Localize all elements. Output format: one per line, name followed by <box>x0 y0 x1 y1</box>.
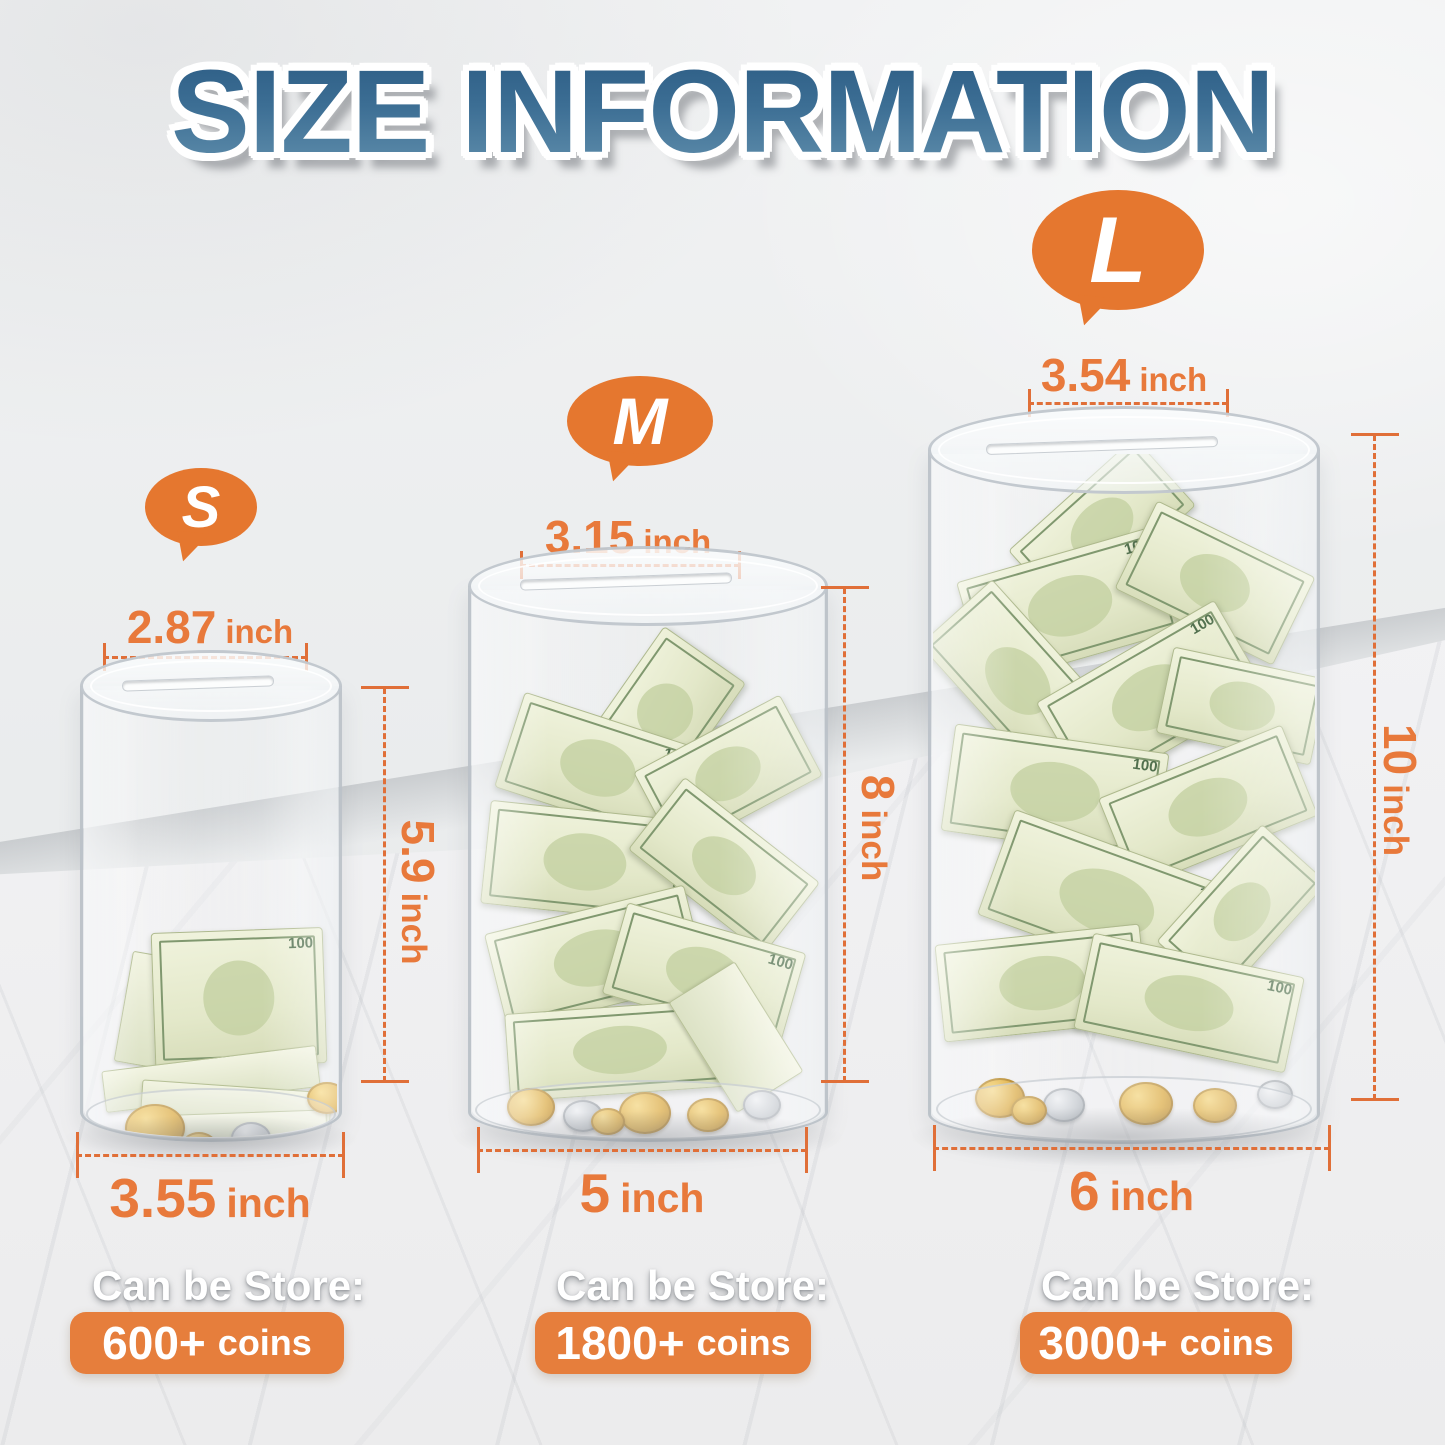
jar-large: 100100100100100 <box>928 406 1320 1144</box>
m-height-label: 8 inch <box>851 775 905 882</box>
s-top-width-label: 2.87 inch <box>90 600 330 654</box>
l-bottom-width-tick-right <box>1328 1125 1331 1171</box>
s-top-width-unit: inch <box>225 613 294 650</box>
l-bottom-width-label: 6 inch <box>933 1159 1330 1223</box>
jar-large-base <box>936 1076 1312 1142</box>
l-bottom-width-tick-left <box>933 1125 936 1171</box>
s-store-label: Can be Store: <box>92 1262 366 1309</box>
jar-large-money: 100100100100100 <box>933 454 1315 1139</box>
s-bottom-width-label: 3.55 inch <box>76 1166 344 1230</box>
page-title-outline: SIZE INFORMATION <box>0 47 1445 178</box>
page-title: SIZE INFORMATION SIZE INFORMATION <box>0 46 1445 178</box>
s-height-cap-top <box>361 686 409 689</box>
jar-small-base <box>86 1088 336 1140</box>
size-badge-s-letter: S <box>181 474 221 540</box>
jar-medium-base <box>475 1080 821 1140</box>
jar-small: 100 <box>80 650 342 1142</box>
s-height-line <box>383 688 386 1082</box>
m-height-line <box>843 588 846 1082</box>
dollar-bill: 100 <box>1073 932 1305 1074</box>
m-bottom-width-value: 5 <box>579 1162 611 1224</box>
s-bottom-width-tick-left <box>76 1132 79 1178</box>
l-bottom-width-line <box>933 1147 1330 1150</box>
size-badge-m: M <box>567 376 713 466</box>
m-height-cap-top <box>821 586 869 589</box>
s-top-width-value: 2.87 <box>126 601 217 653</box>
m-height-cap-bottom <box>821 1080 869 1083</box>
bill-denomination: 100 <box>766 950 795 974</box>
l-height-label: 10 inch <box>1373 724 1427 856</box>
s-capacity-unit: coins <box>217 1322 312 1363</box>
l-top-width-label: 3.54 inch <box>1004 348 1244 402</box>
m-bottom-width-tick-left <box>477 1127 480 1173</box>
s-height-label: 5.9 inch <box>391 820 445 965</box>
s-height-unit: inch <box>394 892 433 965</box>
l-height-value: 10 <box>1374 723 1426 776</box>
m-capacity-value: 1800+ <box>555 1317 685 1369</box>
l-capacity-value: 3000+ <box>1038 1317 1168 1369</box>
s-top-width-tick-left <box>103 643 106 671</box>
m-height-unit: inch <box>854 809 893 882</box>
l-bottom-width-unit: inch <box>1109 1173 1194 1219</box>
m-store-label: Can be Store: <box>556 1262 830 1309</box>
size-badge-m-letter: M <box>612 384 668 458</box>
s-capacity-value: 600+ <box>102 1317 206 1369</box>
size-badge-l: L <box>1032 190 1204 310</box>
m-bottom-width-tick-right <box>805 1127 808 1173</box>
l-height-cap-top <box>1351 433 1399 436</box>
m-bottom-width-line <box>477 1149 807 1152</box>
l-store-label: Can be Store: <box>1041 1262 1315 1309</box>
m-bottom-width-unit: inch <box>620 1175 705 1221</box>
m-capacity-badge: 1800+ coins <box>535 1312 811 1374</box>
s-bottom-width-line <box>76 1154 344 1157</box>
l-capacity-unit: coins <box>1179 1322 1274 1363</box>
s-top-width-tick-right <box>305 643 308 671</box>
l-top-width-value: 3.54 <box>1040 349 1131 401</box>
size-badge-l-letter: L <box>1089 197 1147 302</box>
l-height-line <box>1373 435 1376 1100</box>
s-height-cap-bottom <box>361 1080 409 1083</box>
l-top-width-tick-left <box>1028 389 1031 417</box>
page-title-text: SIZE INFORMATION <box>171 46 1275 178</box>
bill-denomination: 100 <box>1131 755 1159 776</box>
l-top-width-tick-right <box>1226 389 1229 417</box>
s-bottom-width-value: 3.55 <box>109 1167 217 1229</box>
s-bottom-width-tick-right <box>342 1132 345 1178</box>
bill-denomination: 100 <box>287 934 314 953</box>
jar-small-money: 100 <box>85 690 337 1137</box>
l-top-width-line <box>1028 402 1228 405</box>
jar-medium-shadow <box>444 1110 852 1166</box>
s-capacity-badge: 600+ coins <box>70 1312 344 1374</box>
l-height-unit: inch <box>1376 784 1415 857</box>
bill-denomination: 100 <box>1187 610 1218 639</box>
bill-denomination: 100 <box>1265 977 1294 999</box>
jar-large-shadow <box>900 1106 1348 1168</box>
size-badge-s: S <box>145 468 257 546</box>
l-capacity-badge: 3000+ coins <box>1020 1312 1292 1374</box>
l-top-width-unit: inch <box>1139 361 1208 398</box>
m-capacity-unit: coins <box>696 1322 791 1363</box>
m-height-value: 8 <box>852 774 904 801</box>
m-bottom-width-label: 5 inch <box>477 1161 807 1225</box>
l-height-cap-bottom <box>1351 1098 1399 1101</box>
s-height-value: 5.9 <box>392 819 444 884</box>
s-bottom-width-unit: inch <box>226 1180 311 1226</box>
l-bottom-width-value: 6 <box>1069 1160 1100 1222</box>
